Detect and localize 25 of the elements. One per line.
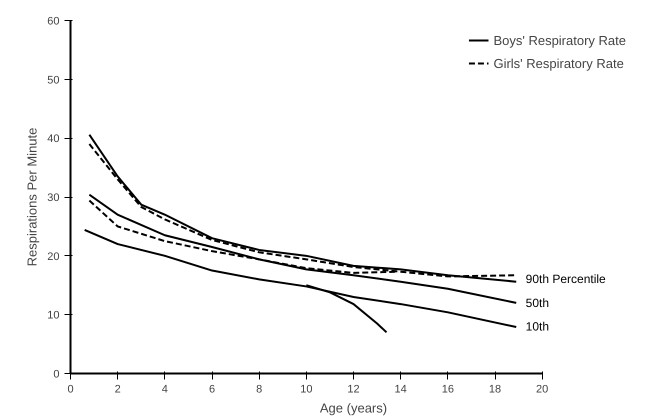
x-tick-label: 6	[208, 384, 216, 396]
x-axis-title: Age (years)	[320, 400, 388, 416]
y-tick-label: 30	[47, 192, 60, 204]
annotation: 10th	[526, 320, 550, 334]
y-tick-label: 40	[47, 133, 60, 146]
x-tick-label: 8	[256, 384, 262, 396]
x-tick-label: 10	[300, 384, 312, 396]
annotation: 90th Percentile	[526, 272, 606, 286]
x-tick-label: 20	[536, 384, 548, 396]
x-tick-label: 14	[394, 384, 407, 396]
x-tick-label: 2	[114, 384, 121, 396]
y-tick-label: 60	[47, 16, 60, 28]
y-tick-label: 0	[53, 368, 60, 380]
x-tick-label: 18	[488, 384, 502, 396]
y-tick-label: 10	[47, 310, 60, 322]
legend-label: Boys' Respiratory Rate	[493, 32, 626, 48]
y-tick-label: 20	[47, 250, 60, 263]
y-axis-title: Respirations Per Minute	[24, 128, 40, 266]
annotation: 50th	[526, 296, 550, 310]
x-tick-label: 0	[67, 384, 74, 396]
legend-label: Girls' Respiratory Rate	[493, 56, 624, 70]
x-tick-label: 16	[442, 384, 454, 396]
x-tick-label: 12	[347, 384, 360, 396]
y-tick-label: 50	[47, 74, 60, 86]
x-tick-label: 4	[162, 384, 168, 396]
